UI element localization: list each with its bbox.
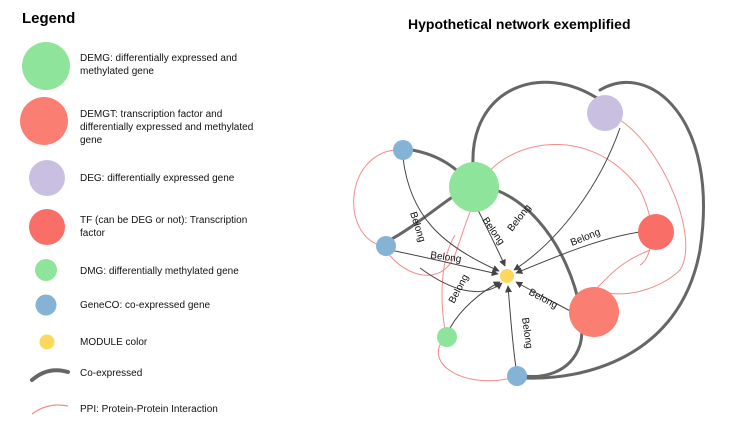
demgt-symbol xyxy=(20,97,68,145)
belong-edge xyxy=(402,157,500,272)
geneco-node xyxy=(507,366,527,386)
geneco-node xyxy=(376,236,396,256)
legend-label-deg: DEG: differentially expressed gene xyxy=(80,173,235,184)
legend-item-demg: DEMG: differentially expressed and methy… xyxy=(0,42,330,90)
belong-label: Belong xyxy=(506,203,534,234)
legend-label-demg: DEMG: differentially expressed and methy… xyxy=(80,53,238,77)
module-symbol xyxy=(39,334,55,350)
legend-label-coexpressed: Co-expressed xyxy=(80,368,143,379)
demg-node xyxy=(449,162,499,212)
tf-node xyxy=(638,214,674,250)
legend-item-tf: TF (can be DEG or not): Transcription fa… xyxy=(0,208,330,248)
ppi-symbol xyxy=(31,404,69,415)
legend-label-demgt: DEMGT: transcription factor and differen… xyxy=(80,109,254,146)
demgt-node xyxy=(569,287,619,337)
ppi-edge xyxy=(353,149,396,247)
coexpressed-symbol xyxy=(30,368,70,382)
geneco-node xyxy=(393,140,413,160)
legend-label-tf: TF (can be DEG or not): Transcription fa… xyxy=(80,215,248,239)
belong-edge xyxy=(389,249,499,277)
geneco-symbol xyxy=(35,294,57,316)
network-title: Hypothetical network exemplified xyxy=(408,16,631,32)
coexpressed-edge xyxy=(471,80,602,167)
ppi-edge xyxy=(594,249,651,291)
legend-item-dmg: DMG: differentially methylated gene xyxy=(0,258,330,298)
ppi-edge xyxy=(477,144,653,266)
belong-edge xyxy=(476,207,506,267)
nodes xyxy=(376,95,674,386)
legend-item-demgt: DEMGT: transcription factor and differen… xyxy=(0,97,330,146)
legend-item-coexpressed: Co-expressed xyxy=(0,362,330,402)
belong-edge xyxy=(515,231,641,274)
belong-label: Belong xyxy=(527,287,560,311)
legend-item-geneco: GeneCO: co-expressed gene xyxy=(0,293,330,333)
belong-label: Belong xyxy=(519,317,534,349)
tf-symbol xyxy=(29,209,65,245)
belong-edge xyxy=(449,281,501,329)
dmg-node xyxy=(437,327,457,347)
belong-edge xyxy=(513,127,621,271)
dmg-symbol xyxy=(35,259,57,281)
module-node xyxy=(500,269,514,283)
demg-symbol xyxy=(22,42,70,90)
legend-item-deg: DEG: differentially expressed gene xyxy=(0,160,330,200)
legend-label-dmg: DMG: differentially methylated gene xyxy=(80,266,239,277)
legend-item-ppi: PPI: Protein-Protein Interaction xyxy=(0,398,330,438)
belong-label: Belong xyxy=(430,250,462,265)
legend-label-ppi: PPI: Protein-Protein Interaction xyxy=(80,404,218,415)
belong-edge xyxy=(419,267,503,292)
deg-node xyxy=(587,95,623,131)
coexpressed-edges xyxy=(384,80,705,380)
legend-title: Legend xyxy=(22,10,76,27)
coexpressed-edge xyxy=(524,80,705,380)
belong-edges xyxy=(389,127,641,369)
belong-label: Belong xyxy=(447,273,471,306)
belong-edge xyxy=(505,285,517,369)
legend-label-geneco: GeneCO: co-expressed gene xyxy=(80,300,211,311)
ppi-edge xyxy=(441,234,456,331)
ppi-edge xyxy=(599,119,687,295)
coexpressed-edge xyxy=(494,188,584,378)
legend-item-module: MODULE color xyxy=(0,331,330,371)
deg-symbol xyxy=(29,160,65,196)
legend-label-module: MODULE color xyxy=(80,337,148,348)
ppi-edge xyxy=(382,207,473,276)
belong-label: Belong xyxy=(480,215,507,247)
coexpressed-edge xyxy=(384,194,456,244)
belong-edge xyxy=(515,281,573,313)
